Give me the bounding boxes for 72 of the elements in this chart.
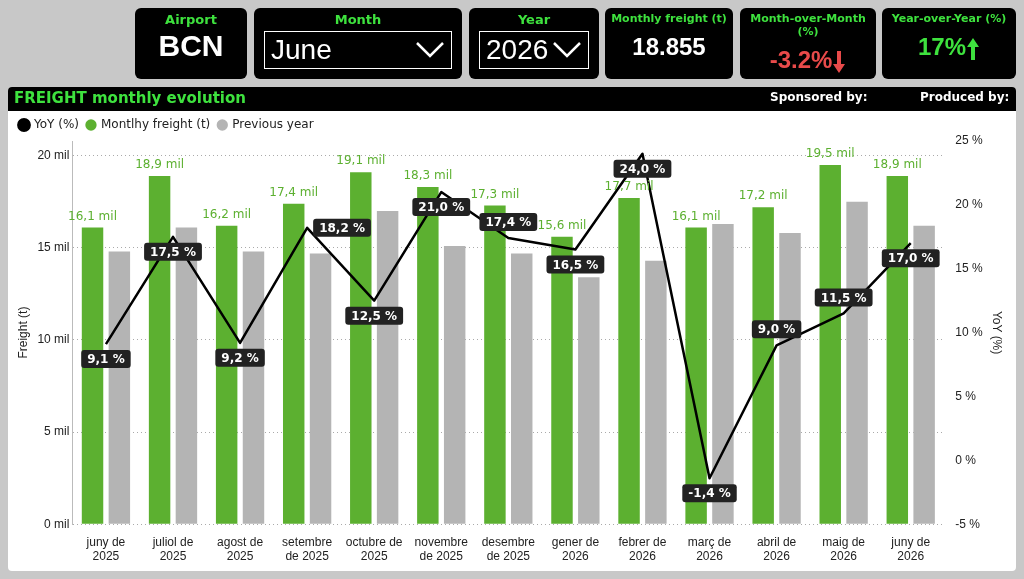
x-tick-label: juny de 2026 <box>890 534 931 564</box>
data-label: 21,0 % <box>418 200 465 215</box>
data-label: -1,4 % <box>688 486 731 501</box>
text: 2026 <box>486 34 549 66</box>
data-label: 9,1 % <box>87 352 125 367</box>
data-label: 17,0 % <box>887 251 934 266</box>
y-tick-label: 15 mil <box>37 240 70 255</box>
x-tick-label: setembre de 2025 <box>282 534 333 564</box>
data-label: 18,3 mil <box>403 168 453 183</box>
data-label: 17,4 mil <box>269 184 319 199</box>
text: 18.855 <box>632 33 706 60</box>
y2-axis-title: YoY (%) <box>990 310 1005 355</box>
x-tick-label: abril de 2026 <box>756 534 797 564</box>
x-tick-label: desembre de 2025 <box>481 534 536 564</box>
data-label: 19,5 mil <box>805 146 855 161</box>
y2-tick-label: 25 % <box>955 133 983 148</box>
y-tick-label: 0 mil <box>44 516 70 531</box>
data-label: 17,3 mil <box>470 186 520 201</box>
x-tick-label: maig de 2026 <box>822 534 866 564</box>
data-label: 19,1 mil <box>336 153 386 168</box>
y-tick-label: 5 mil <box>44 424 70 439</box>
data-label: 17,2 mil <box>738 188 788 203</box>
y2-tick-label: 0 % <box>955 452 977 467</box>
data-label: 9,2 % <box>221 350 259 365</box>
x-tick-label: febrer de 2026 <box>618 534 667 564</box>
y-axis-title: Freight (t) <box>15 306 30 359</box>
y-tick-label: 20 mil <box>37 148 70 163</box>
text: BCN <box>158 29 224 62</box>
x-tick-label: agost de 2025 <box>217 534 264 564</box>
text: Monthly freight (t) <box>610 12 728 25</box>
text: Year-over-Year (%) <box>890 12 1008 25</box>
text: Produced by: <box>920 90 1010 104</box>
data-label: 11,5 % <box>820 290 867 305</box>
x-tick-label: novembre de 2025 <box>414 534 469 564</box>
text: -3.2% <box>769 46 833 73</box>
data-label: 17,5 % <box>150 244 196 259</box>
text: Sponsored by: <box>770 90 868 104</box>
y2-tick-label: -5 % <box>955 516 981 531</box>
y2-tick-label: 15 % <box>955 261 983 276</box>
text: June <box>271 34 332 66</box>
y2-tick-label: 20 % <box>955 197 983 212</box>
data-label: 18,2 % <box>319 220 365 235</box>
data-label: 16,5 % <box>552 257 599 272</box>
data-label: 16,2 mil <box>202 206 252 221</box>
x-tick-label: juny de 2025 <box>85 534 126 564</box>
text: Month <box>333 12 383 27</box>
legend-label: Montlhy freight (t) <box>100 117 211 132</box>
y2-tick-label: 10 % <box>955 324 983 339</box>
data-label: 16,1 mil <box>68 208 117 223</box>
data-label: 16,1 mil <box>671 208 721 223</box>
x-tick-label: octubre de 2025 <box>345 534 403 564</box>
data-label: 18,9 mil <box>135 157 185 172</box>
data-label: 9,0 % <box>757 322 796 337</box>
text: Month-over-Month (%) <box>749 12 867 38</box>
legend-label: Previous year <box>232 117 314 132</box>
x-tick-label: juliol de 2025 <box>151 534 194 564</box>
legend-label: YoY (%) <box>33 117 79 132</box>
y-tick-label: 10 mil <box>37 332 70 347</box>
text: 17% <box>917 33 967 60</box>
data-label: 24,0 % <box>619 161 666 176</box>
data-label: 15,6 mil <box>537 217 587 232</box>
text: Airport <box>164 12 218 27</box>
data-label: 17,4 % <box>485 215 532 230</box>
bar <box>282 203 305 524</box>
text: Year <box>516 12 552 27</box>
data-label: 12,5 % <box>351 308 398 323</box>
y2-tick-label: 5 % <box>955 388 977 403</box>
bar <box>618 198 640 524</box>
data-label: 18,9 mil <box>872 157 922 172</box>
x-tick-label: març de 2026 <box>687 534 732 564</box>
chart-title: FREIGHT monthly evolution <box>14 89 246 107</box>
x-tick-label: gener de 2026 <box>551 534 600 564</box>
